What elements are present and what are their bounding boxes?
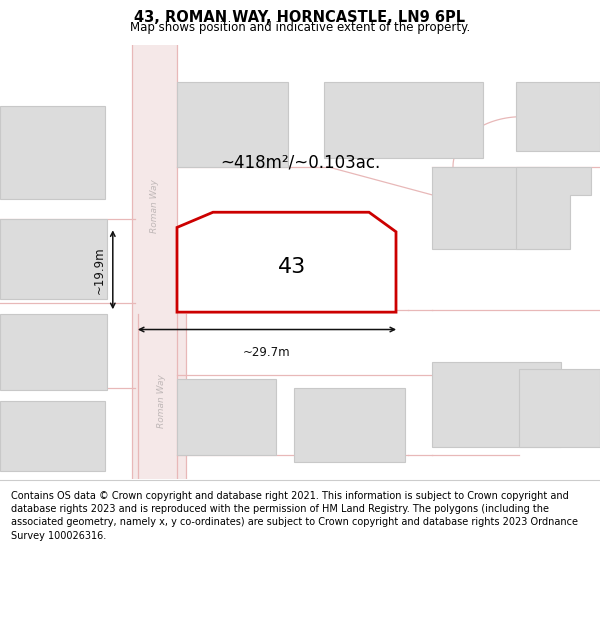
- Polygon shape: [186, 236, 279, 304]
- Polygon shape: [519, 369, 600, 447]
- Polygon shape: [132, 45, 177, 479]
- Polygon shape: [0, 219, 107, 299]
- Text: Roman Way: Roman Way: [151, 179, 160, 232]
- Text: Contains OS data © Crown copyright and database right 2021. This information is : Contains OS data © Crown copyright and d…: [11, 491, 578, 541]
- Text: 43: 43: [278, 256, 307, 276]
- Polygon shape: [177, 82, 288, 167]
- Polygon shape: [0, 314, 107, 391]
- Text: ~29.7m: ~29.7m: [243, 346, 291, 359]
- Polygon shape: [177, 379, 276, 456]
- Polygon shape: [432, 362, 561, 447]
- Polygon shape: [0, 106, 105, 199]
- Polygon shape: [0, 401, 105, 471]
- Text: ~418m²/~0.103ac.: ~418m²/~0.103ac.: [220, 153, 380, 171]
- Text: 43, ROMAN WAY, HORNCASTLE, LN9 6PL: 43, ROMAN WAY, HORNCASTLE, LN9 6PL: [134, 10, 466, 25]
- Polygon shape: [516, 82, 600, 151]
- Polygon shape: [294, 388, 405, 462]
- Text: ~19.9m: ~19.9m: [93, 246, 106, 294]
- Polygon shape: [177, 213, 396, 312]
- Text: Roman Way: Roman Way: [157, 374, 167, 428]
- Polygon shape: [138, 314, 186, 479]
- Polygon shape: [324, 82, 483, 158]
- Text: Map shows position and indicative extent of the property.: Map shows position and indicative extent…: [130, 21, 470, 34]
- Polygon shape: [432, 167, 549, 249]
- Polygon shape: [516, 167, 591, 249]
